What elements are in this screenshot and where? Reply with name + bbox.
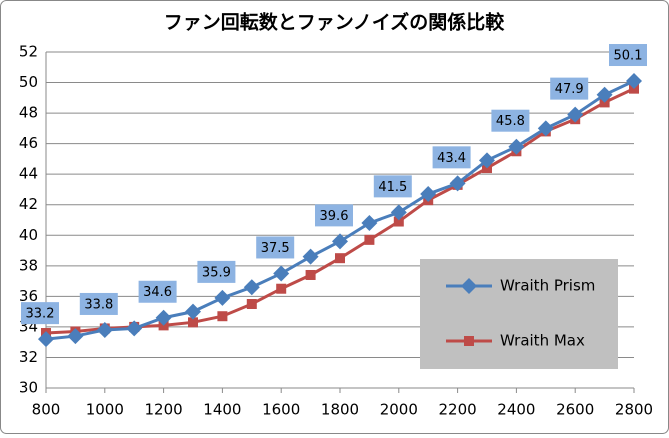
data-label-box bbox=[315, 204, 353, 227]
data-point bbox=[335, 253, 345, 264]
data-point bbox=[155, 309, 172, 326]
data-point bbox=[188, 317, 198, 328]
data-point bbox=[361, 215, 378, 232]
data-point bbox=[508, 138, 525, 155]
y-tick-label: 42 bbox=[19, 195, 38, 213]
data-point bbox=[305, 269, 316, 280]
data-label-box bbox=[609, 44, 647, 67]
y-tick-label: 30 bbox=[19, 379, 38, 397]
data-label-box bbox=[432, 146, 471, 169]
data-point bbox=[479, 152, 495, 169]
y-tick-label: 40 bbox=[19, 226, 38, 244]
data-point bbox=[390, 204, 407, 221]
data-label: 41.5 bbox=[378, 180, 407, 195]
data-label-box bbox=[197, 260, 236, 283]
data-label-box bbox=[491, 109, 530, 132]
x-tick-label: 1000 bbox=[86, 401, 124, 419]
legend-marker bbox=[464, 336, 474, 346]
data-label: 35.9 bbox=[202, 265, 231, 280]
data-point bbox=[246, 299, 257, 309]
data-point bbox=[393, 216, 404, 227]
x-tick-label: 1600 bbox=[262, 401, 300, 419]
data-label: 43.4 bbox=[437, 151, 466, 166]
data-point bbox=[302, 248, 319, 265]
x-tick-label: 1400 bbox=[203, 401, 241, 419]
data-point bbox=[126, 320, 143, 337]
data-label: 33.2 bbox=[26, 307, 55, 322]
legend-label: Wraith Prism bbox=[500, 277, 595, 295]
x-tick-label: 2200 bbox=[439, 401, 477, 419]
data-point bbox=[332, 233, 348, 250]
data-point bbox=[217, 311, 228, 322]
data-label-box bbox=[138, 280, 177, 303]
y-tick-label: 38 bbox=[19, 256, 38, 274]
data-label: 37.5 bbox=[261, 241, 290, 256]
data-label-box bbox=[373, 175, 412, 198]
data-label: 45.8 bbox=[496, 114, 525, 129]
data-label: 47.9 bbox=[555, 82, 584, 97]
legend-marker bbox=[461, 278, 477, 294]
data-point bbox=[364, 234, 375, 245]
data-point bbox=[243, 279, 260, 296]
legend-box bbox=[420, 259, 618, 369]
y-tick-label: 48 bbox=[19, 104, 38, 122]
x-tick-label: 2600 bbox=[556, 401, 594, 419]
data-point bbox=[67, 328, 84, 345]
x-tick-label: 1200 bbox=[145, 401, 183, 419]
data-point bbox=[626, 73, 642, 90]
data-label-box bbox=[21, 302, 59, 325]
data-label: 34.6 bbox=[143, 285, 172, 300]
data-point bbox=[38, 331, 54, 348]
data-point bbox=[420, 186, 437, 203]
x-tick-label: 2400 bbox=[497, 401, 535, 419]
data-point bbox=[276, 283, 287, 294]
chart-title: ファン回転数とファンノイズの関係比較 bbox=[164, 11, 505, 34]
data-label-box bbox=[256, 236, 295, 259]
y-tick-label: 32 bbox=[19, 348, 38, 366]
data-point bbox=[273, 265, 290, 282]
y-tick-label: 46 bbox=[19, 134, 38, 152]
data-point bbox=[537, 120, 554, 137]
data-label: 50.1 bbox=[614, 49, 643, 64]
data-point bbox=[567, 106, 584, 123]
x-tick-label: 1800 bbox=[321, 401, 359, 419]
data-label: 39.6 bbox=[320, 209, 349, 224]
data-point bbox=[96, 321, 113, 338]
x-tick-label: 2000 bbox=[380, 401, 418, 419]
y-tick-label: 50 bbox=[19, 73, 38, 91]
data-label-box bbox=[550, 77, 589, 100]
legend-label: Wraith Max bbox=[500, 332, 585, 350]
y-tick-label: 44 bbox=[19, 165, 38, 183]
x-tick-label: 800 bbox=[32, 401, 61, 419]
y-tick-label: 36 bbox=[19, 287, 38, 305]
data-point bbox=[596, 86, 613, 103]
data-point bbox=[214, 289, 231, 306]
x-tick-label: 2800 bbox=[615, 401, 653, 419]
data-point bbox=[449, 175, 466, 192]
data-point bbox=[185, 303, 201, 320]
data-label: 33.8 bbox=[84, 297, 113, 312]
y-tick-label: 52 bbox=[19, 43, 38, 61]
data-label-box bbox=[79, 292, 118, 315]
